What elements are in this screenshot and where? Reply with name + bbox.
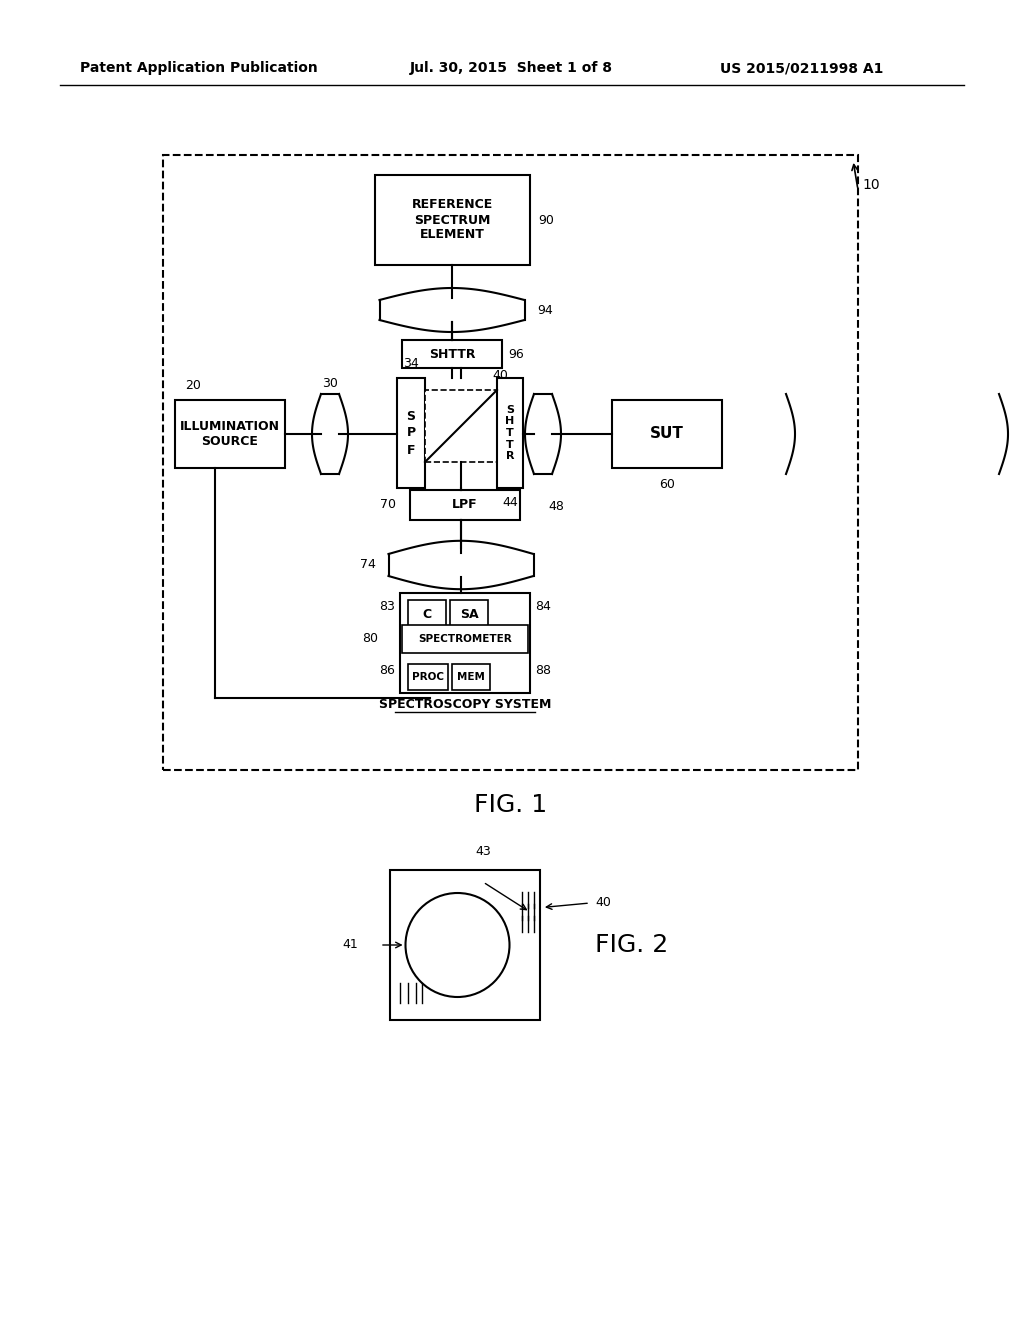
Text: SHTTR: SHTTR — [429, 347, 475, 360]
Text: 70: 70 — [380, 499, 396, 511]
Bar — [497, 378, 523, 488]
Text: SUT: SUT — [650, 426, 684, 441]
Text: 10: 10 — [862, 178, 880, 191]
Text: FIG. 1: FIG. 1 — [474, 793, 547, 817]
Text: 40: 40 — [595, 896, 611, 909]
Text: 44: 44 — [502, 496, 518, 510]
Text: 60: 60 — [659, 478, 675, 491]
Bar — [402, 341, 502, 368]
Text: PROC: PROC — [412, 672, 444, 682]
Text: US 2015/0211998 A1: US 2015/0211998 A1 — [720, 61, 884, 75]
Text: 84: 84 — [535, 601, 551, 614]
Text: 34: 34 — [403, 356, 419, 370]
Bar — [410, 490, 520, 520]
Text: 40: 40 — [492, 370, 508, 381]
Bar — [452, 664, 490, 690]
Bar — [397, 378, 425, 488]
Bar — [390, 870, 540, 1020]
Text: 94: 94 — [537, 304, 553, 317]
Text: 88: 88 — [535, 664, 551, 676]
Text: 43: 43 — [475, 845, 490, 858]
Bar — [375, 176, 530, 265]
Text: 74: 74 — [360, 558, 376, 572]
Bar — [402, 624, 528, 653]
Text: REFERENCE
SPECTRUM
ELEMENT: REFERENCE SPECTRUM ELEMENT — [412, 198, 494, 242]
Text: SPECTROMETER: SPECTROMETER — [418, 634, 512, 644]
Bar — [400, 593, 530, 693]
Text: 41: 41 — [342, 939, 357, 952]
Text: 86: 86 — [379, 664, 395, 676]
Text: 83: 83 — [379, 601, 395, 614]
Text: ILLUMINATION
SOURCE: ILLUMINATION SOURCE — [180, 420, 280, 447]
Bar — [175, 400, 285, 469]
Text: 80: 80 — [362, 632, 378, 645]
Text: FIG. 2: FIG. 2 — [595, 933, 669, 957]
Bar — [450, 601, 488, 628]
Bar — [408, 664, 449, 690]
Text: 48: 48 — [548, 500, 564, 513]
Text: S
H
T
T
R: S H T T R — [506, 405, 515, 461]
Text: SA: SA — [460, 607, 478, 620]
Text: Jul. 30, 2015  Sheet 1 of 8: Jul. 30, 2015 Sheet 1 of 8 — [410, 61, 613, 75]
Bar — [425, 389, 497, 462]
Text: SPECTROSCOPY SYSTEM: SPECTROSCOPY SYSTEM — [379, 698, 551, 711]
Text: 20: 20 — [185, 379, 201, 392]
Text: LPF: LPF — [453, 499, 478, 511]
Bar — [408, 601, 446, 628]
Bar — [163, 154, 858, 770]
Text: 30: 30 — [323, 378, 338, 389]
Text: MEM: MEM — [457, 672, 485, 682]
Text: Patent Application Publication: Patent Application Publication — [80, 61, 317, 75]
Text: C: C — [423, 607, 431, 620]
Text: S
P
F: S P F — [407, 409, 416, 457]
Bar — [612, 400, 722, 469]
Text: 96: 96 — [508, 347, 523, 360]
Text: 90: 90 — [538, 214, 554, 227]
